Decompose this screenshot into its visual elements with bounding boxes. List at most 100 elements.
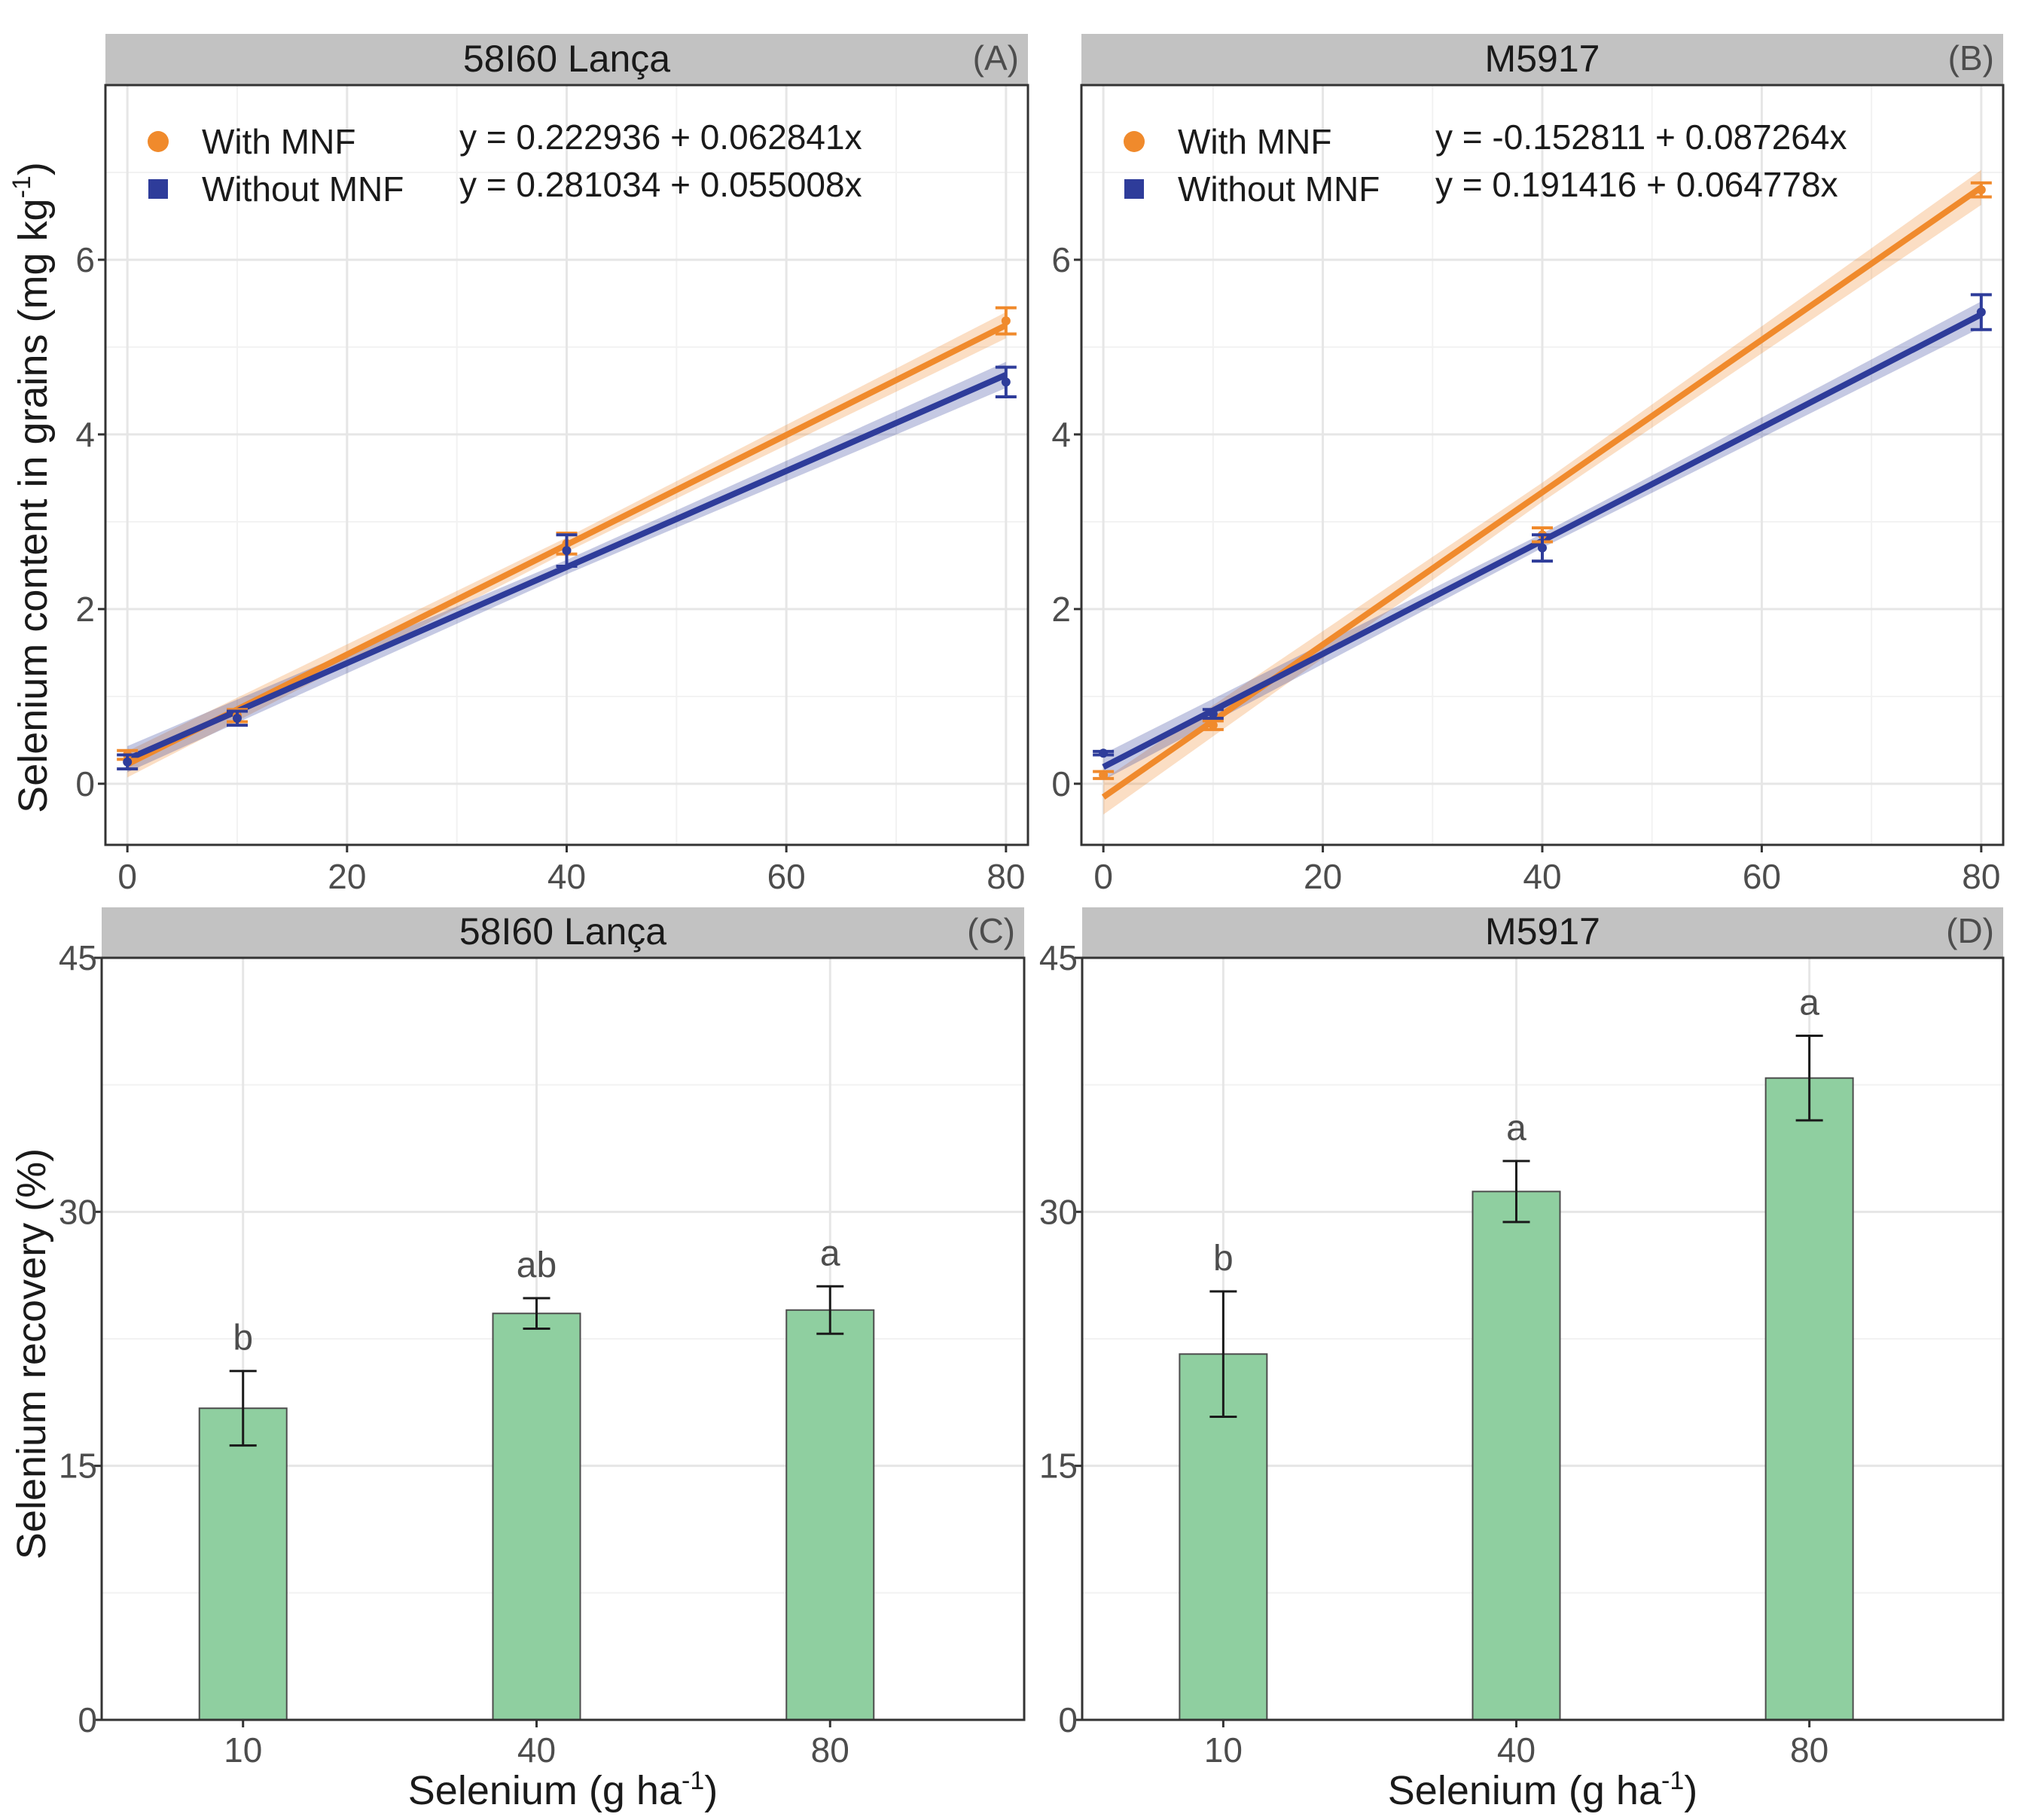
x-axis-title-main: Selenium (g ha [1388, 1768, 1662, 1813]
x-tick-label: 60 [767, 857, 806, 896]
x-axis-title-main: Selenium (g ha [408, 1768, 682, 1813]
x-tick-label: 0 [1093, 857, 1113, 896]
x-axis-title-close: ) [1684, 1768, 1697, 1813]
x-tick-label: 40 [547, 857, 586, 896]
y-axis-title-main: Selenium content in grains (mg kg [11, 198, 56, 812]
data-point [1208, 709, 1218, 719]
significance-letter: a [1799, 983, 1819, 1023]
significance-letter: ab [517, 1245, 557, 1285]
x-tick-label: 40 [1497, 1730, 1536, 1770]
y-tick-label: 15 [1039, 1447, 1078, 1486]
legend-label: Without MNF [202, 169, 404, 209]
x-axis-title: Selenium (g ha-1) [1388, 1767, 1697, 1813]
y-tick-label: 30 [59, 1192, 97, 1231]
panel-border [100, 956, 1026, 1721]
significance-letter: b [233, 1319, 253, 1358]
legend-label: With MNF [202, 122, 355, 161]
x-tick-label: 60 [1743, 857, 1781, 896]
data-point [1001, 377, 1011, 387]
bar [785, 1309, 875, 1721]
facet-strip [1082, 907, 2003, 958]
panel-border [1081, 956, 2005, 1721]
facet-strip [102, 907, 1024, 958]
x-tick-label: 80 [811, 1730, 849, 1770]
x-tick-label: 20 [328, 857, 366, 896]
significance-letter: a [1506, 1108, 1526, 1148]
y-tick-label: 0 [78, 1700, 97, 1739]
y-tick-label: 4 [75, 415, 95, 454]
legend-label: Without MNF [1178, 169, 1380, 209]
y-tick-label: 6 [75, 240, 95, 279]
x-tick-label: 10 [224, 1730, 262, 1770]
panel-tag: (D) [1946, 911, 1994, 950]
y-tick-label: 15 [59, 1447, 97, 1486]
regression-equation: y = 0.281034 + 0.055008x [459, 165, 862, 204]
x-axis-title-sup: -1 [682, 1767, 704, 1795]
x-tick-label: 40 [517, 1730, 556, 1770]
regression-line [1101, 184, 1984, 800]
y-tick-label: 6 [1051, 240, 1071, 279]
bar [1472, 1190, 1561, 1721]
panel-tag: (C) [967, 911, 1015, 950]
regression-equation: y = 0.222936 + 0.062841x [459, 117, 862, 157]
gridlines [1081, 85, 2003, 845]
data-point [1976, 307, 1986, 317]
data-point [1208, 721, 1218, 730]
x-tick-label: 0 [117, 857, 137, 896]
facet-title: 58I60 Lança [463, 38, 670, 80]
data-point [1099, 748, 1109, 758]
panel-A: 58I60 Lança (A) 0 20 40 60 80 0 2 4 6 With MNF y = 0… [8, 34, 1029, 896]
legend-key-square [148, 179, 168, 199]
panel-D: M5917 (D) b a a 10 40 80 0 15 30 45 Selenium (g ha-1… [1039, 907, 2005, 1813]
significance-letter: a [820, 1233, 840, 1273]
y-axis-title: Selenium recovery (%) [9, 1148, 54, 1559]
y-tick-label: 2 [1051, 590, 1071, 629]
x-tick-label: 20 [1304, 857, 1342, 896]
facet-strip [1081, 34, 2003, 85]
data-point [1538, 543, 1547, 553]
y-tick-label: 30 [1039, 1192, 1078, 1231]
data-point [1976, 185, 1986, 195]
y-axis-title-sup: -1 [8, 175, 36, 198]
x-tick-label: 10 [1204, 1730, 1243, 1770]
facet-strip [105, 34, 1028, 85]
legend-label: With MNF [1178, 122, 1331, 161]
x-axis-title-sup: -1 [1661, 1767, 1684, 1795]
x-axis-title-close: ) [704, 1768, 718, 1813]
data-point [233, 713, 242, 723]
x-tick-label: 80 [1790, 1730, 1828, 1770]
panel-C: 58I60 Lança (C) b ab a 10 40 80 0 15 30 45 Selenium … [9, 907, 1026, 1813]
y-tick-label: 4 [1051, 415, 1071, 454]
y-tick-label: 0 [75, 764, 95, 803]
x-tick-label: 80 [1962, 857, 2000, 896]
bar [198, 1407, 288, 1721]
regression-equation: y = 0.191416 + 0.064778x [1435, 165, 1838, 204]
gridlines [105, 85, 1028, 845]
y-tick-label: 2 [75, 590, 95, 629]
panel-tag: (A) [973, 38, 1019, 78]
data-point [1001, 316, 1011, 326]
y-axis-title: Selenium content in grains (mg kg-1) [8, 162, 56, 813]
facet-title: 58I60 Lança [459, 910, 666, 953]
significance-letter: b [1213, 1239, 1234, 1279]
data-point [123, 757, 133, 767]
panel-tag: (B) [1948, 38, 1994, 78]
x-tick-label: 40 [1523, 857, 1561, 896]
legend-key-circle [1124, 131, 1145, 152]
y-tick-label: 0 [1058, 1700, 1078, 1739]
bar [1764, 1077, 1854, 1721]
y-axis-title-close: ) [11, 162, 56, 175]
data-point [562, 546, 572, 556]
facet-title: M5917 [1485, 38, 1600, 80]
panel-B: M5917 (B) 0 20 40 60 80 0 2 4 6 With MNF y = -0.1528… [1051, 34, 2005, 896]
legend-key-square [1124, 179, 1144, 199]
x-tick-label: 80 [987, 857, 1025, 896]
bar [492, 1312, 581, 1721]
y-tick-label: 45 [59, 938, 97, 977]
x-axis-title: Selenium (g ha-1) [408, 1767, 718, 1813]
data-point [1099, 770, 1109, 780]
y-tick-label: 45 [1039, 938, 1078, 977]
y-tick-label: 0 [1051, 764, 1071, 803]
legend-key-circle [148, 131, 169, 152]
